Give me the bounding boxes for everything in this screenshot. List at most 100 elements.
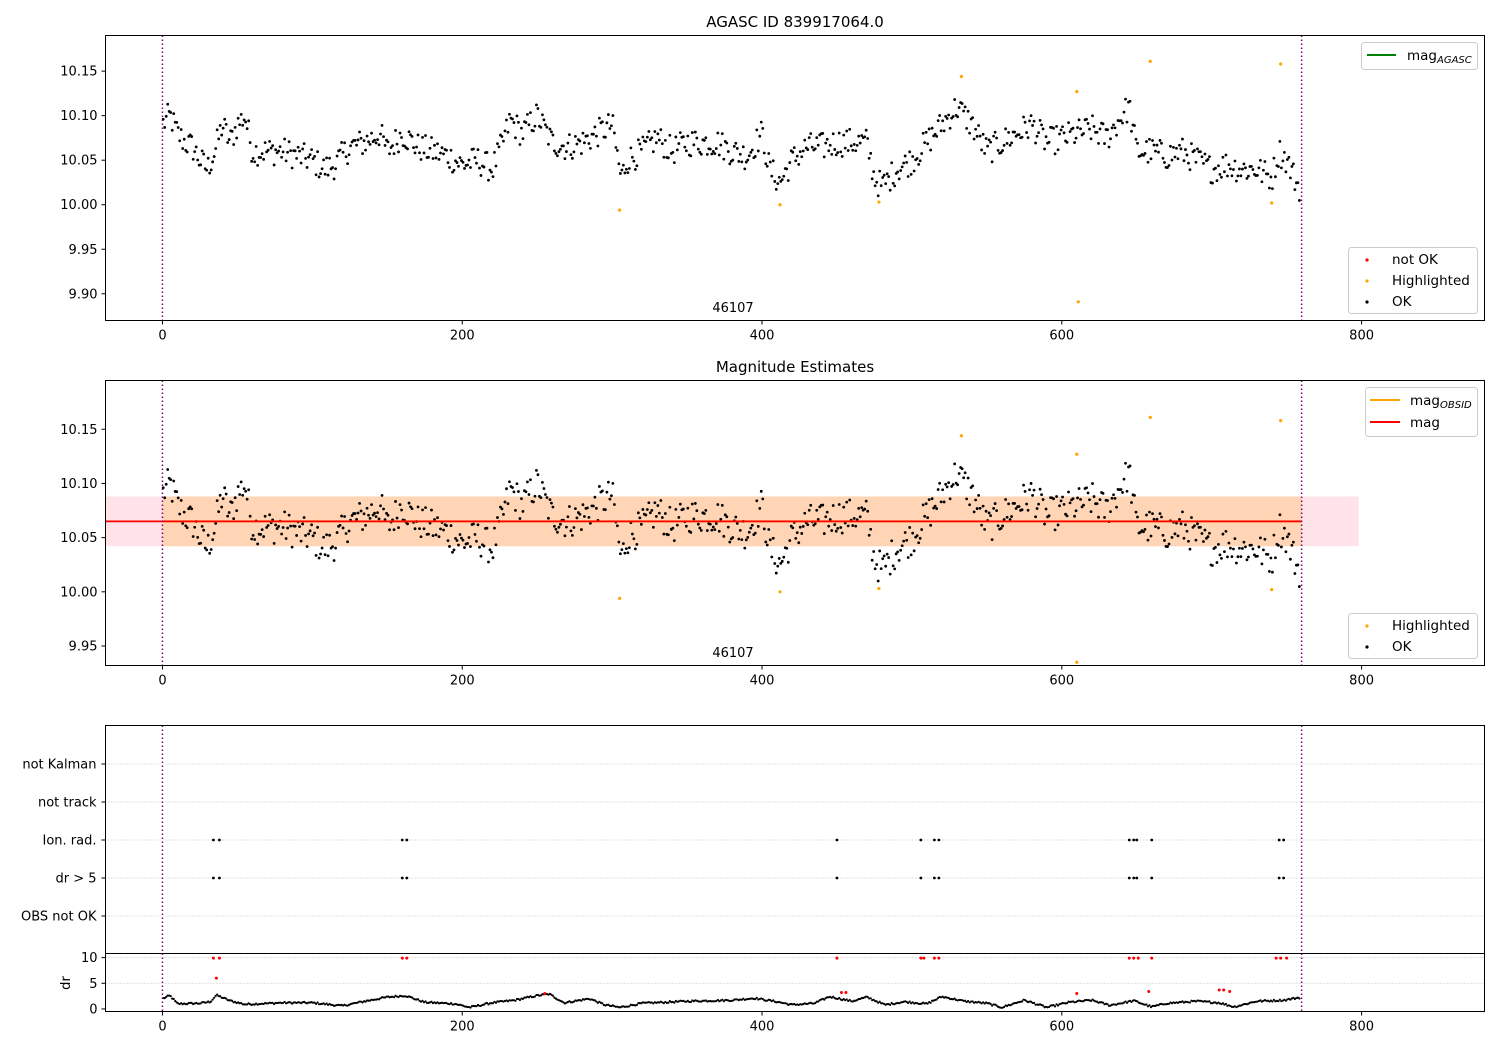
agasc-ok-point <box>1149 157 1153 161</box>
estimates-ok-point <box>719 517 723 521</box>
agasc-ok-point <box>190 135 194 138</box>
agasc-ok-point <box>1122 110 1126 114</box>
estimates-ok-point <box>385 511 388 515</box>
estimates-ok-point <box>768 538 772 542</box>
legend-not-ok-label: not OK <box>1392 252 1439 268</box>
agasc-ok-point <box>909 172 913 176</box>
flag-point <box>1127 876 1131 880</box>
estimates-ok-point <box>597 485 601 488</box>
agasc-ok-point <box>367 140 370 144</box>
agasc-ok-point <box>983 152 987 155</box>
agasc-ok-point <box>828 143 832 147</box>
agasc-ok-point <box>527 123 531 127</box>
agasc-ok-point <box>1187 161 1190 165</box>
agasc-ok-point <box>987 138 991 142</box>
agasc-ok-point <box>215 128 219 132</box>
agasc-ok-point <box>645 135 649 139</box>
estimates-ok-point <box>695 509 699 513</box>
flag-point <box>1282 876 1286 880</box>
estimates-ok-point <box>1023 490 1027 493</box>
agasc-ok-point <box>1233 159 1237 163</box>
agasc-ok-point <box>822 155 826 159</box>
agasc-ok-point <box>747 154 751 158</box>
agasc-ok-point <box>831 132 835 136</box>
agasc-ok-point <box>1146 160 1150 164</box>
estimates-ok-point <box>226 514 230 518</box>
estimates-ok-point <box>527 493 531 496</box>
agasc-ok-point <box>568 133 571 137</box>
agasc-ok-point <box>580 152 583 155</box>
estimates-ok-point <box>1119 488 1123 491</box>
estimates-ok-point <box>188 505 192 509</box>
dr-red-point <box>214 976 218 980</box>
estimates-ok-point <box>756 524 760 528</box>
estimates-ok-point <box>1161 533 1165 537</box>
estimates-ok-point <box>1034 515 1037 519</box>
agasc-ok-point <box>1266 172 1270 176</box>
estimates-ok-point <box>902 539 906 543</box>
estimates-ok-point <box>1143 528 1147 531</box>
agasc-ok-point <box>1281 159 1285 163</box>
agasc-ok-point <box>863 135 867 139</box>
estimates-ok-point <box>1065 514 1069 518</box>
estimates-ok-point <box>659 499 663 502</box>
agasc-ok-point <box>547 142 550 146</box>
dr-ok-point <box>1055 1003 1058 1006</box>
agasc-ok-point <box>1157 150 1160 154</box>
estimates-y-tick-label: 10.15 <box>60 423 97 438</box>
dr-ok-point <box>842 997 845 1001</box>
agasc-ok-point <box>635 164 639 168</box>
dr-ok-point <box>210 1000 213 1003</box>
estimates-highlighted-point <box>778 590 782 594</box>
agasc-ok-point <box>795 154 799 158</box>
agasc-ok-point <box>448 166 451 169</box>
estimates-ok-point <box>182 510 186 514</box>
agasc-ok-point <box>768 160 772 164</box>
estimates-ok-point <box>452 548 456 552</box>
agasc-ok-point <box>320 167 324 171</box>
agasc-ok-point <box>675 148 679 152</box>
agasc-ok-point <box>897 177 901 181</box>
estimates-ok-point <box>1044 507 1048 511</box>
estimates-ok-point <box>251 533 255 537</box>
estimates-ok-point <box>533 494 537 498</box>
estimates-ok-point <box>250 537 254 541</box>
estimates-ok-point <box>548 498 552 502</box>
estimates-ok-point <box>220 505 224 509</box>
dr-ok-point <box>255 1002 258 1005</box>
dr-ok-point <box>1065 1002 1069 1005</box>
agasc-ok-point <box>182 137 186 141</box>
estimates-ok-point <box>406 522 409 526</box>
estimates-ok-point <box>268 513 272 517</box>
estimates-ok-point <box>938 481 942 485</box>
estimates-ok-point <box>1262 548 1265 552</box>
agasc-ok-point <box>1067 121 1070 125</box>
estimates-ok-point <box>1106 499 1109 502</box>
agasc-ok-point <box>612 131 616 135</box>
agasc-ok-point <box>1095 130 1099 134</box>
dr-red-point <box>1127 956 1131 960</box>
estimates-ok-point <box>809 503 813 507</box>
estimates-ok-point <box>290 545 294 549</box>
estimates-ok-point <box>289 524 293 528</box>
agasc-ok-point <box>867 156 871 160</box>
estimates-ok-point <box>1170 536 1174 539</box>
estimates-ok-point <box>1203 528 1207 532</box>
estimates-ok-point <box>175 490 179 493</box>
agasc-ok-point <box>488 168 492 172</box>
agasc-ok-point <box>175 120 179 124</box>
estimates-ok-point <box>1155 517 1159 521</box>
agasc-ok-point <box>331 166 334 169</box>
agasc-ok-point <box>286 150 290 154</box>
dr-ok-point <box>953 997 956 1000</box>
agasc-ok-point <box>536 107 540 110</box>
agasc-ok-point <box>965 126 969 130</box>
agasc-ok-point <box>1004 127 1007 131</box>
estimates-ok-point <box>887 556 891 559</box>
estimates-highlighted-point <box>618 596 622 600</box>
dr-ok-point <box>890 1001 893 1005</box>
agasc-ok-point <box>532 129 535 133</box>
agasc-ok-point <box>758 134 762 138</box>
estimates-ok-point <box>274 523 278 527</box>
svg-text:magOBSID: magOBSID <box>1410 393 1472 411</box>
